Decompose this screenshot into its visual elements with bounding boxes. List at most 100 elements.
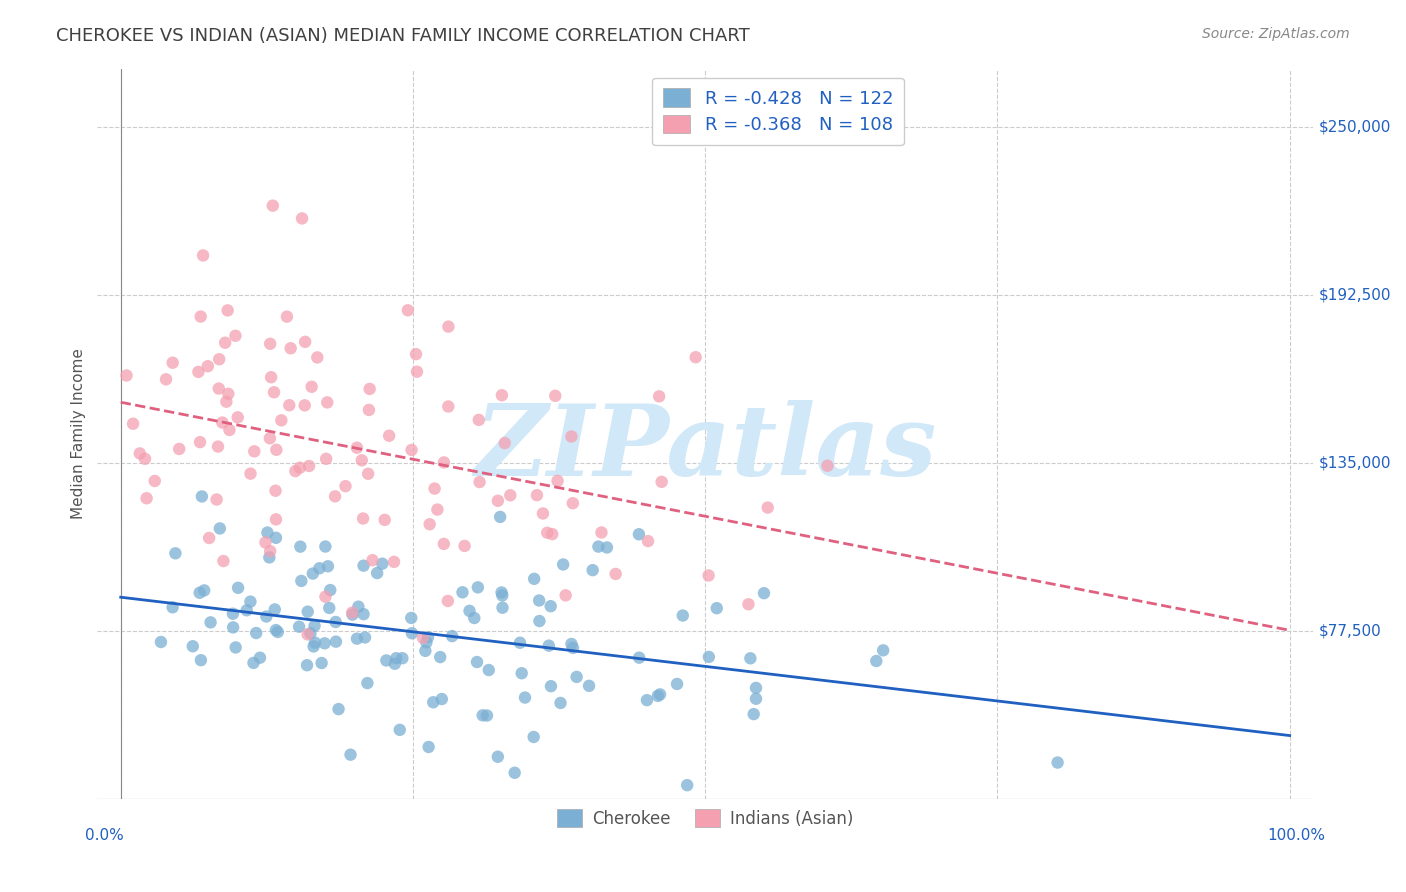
- Point: [301, 566, 323, 581]
- Text: $77,500: $77,500: [1319, 624, 1382, 639]
- Point: [550, 696, 572, 710]
- Point: [218, 423, 240, 437]
- Point: [366, 566, 388, 580]
- Point: [458, 604, 481, 618]
- Point: [187, 365, 209, 379]
- Point: [486, 493, 509, 508]
- Point: [437, 319, 460, 334]
- Point: [415, 635, 437, 649]
- Point: [503, 765, 526, 780]
- Point: [706, 601, 728, 615]
- Point: [591, 525, 613, 540]
- Point: [167, 442, 190, 456]
- Point: [553, 558, 575, 572]
- Point: [259, 431, 281, 445]
- Point: [401, 611, 423, 625]
- Point: [294, 334, 316, 349]
- Point: [239, 467, 262, 481]
- Point: [676, 778, 699, 792]
- Point: [817, 458, 839, 473]
- Point: [740, 651, 762, 665]
- Point: [211, 416, 233, 430]
- Point: [155, 372, 177, 386]
- Point: [468, 413, 491, 427]
- Point: [290, 574, 312, 588]
- Point: [537, 639, 560, 653]
- Point: [276, 310, 298, 324]
- Point: [536, 525, 558, 540]
- Point: [471, 708, 494, 723]
- Point: [198, 531, 221, 545]
- Point: [371, 557, 394, 571]
- Point: [135, 491, 157, 506]
- Point: [315, 451, 337, 466]
- Point: [249, 650, 271, 665]
- Point: [264, 531, 287, 545]
- Point: [636, 693, 658, 707]
- Point: [451, 585, 474, 599]
- Text: $192,500: $192,500: [1319, 287, 1392, 302]
- Point: [426, 502, 449, 516]
- Point: [208, 382, 231, 396]
- Point: [254, 609, 277, 624]
- Point: [648, 687, 671, 701]
- Point: [596, 541, 619, 555]
- Point: [340, 606, 363, 620]
- Point: [540, 599, 562, 614]
- Point: [560, 429, 582, 443]
- Point: [328, 702, 350, 716]
- Point: [547, 474, 569, 488]
- Point: [270, 413, 292, 427]
- Point: [468, 475, 491, 489]
- Point: [541, 527, 564, 541]
- Point: [412, 631, 434, 645]
- Point: [433, 537, 456, 551]
- Legend: Cherokee, Indians (Asian): Cherokee, Indians (Asian): [550, 803, 860, 834]
- Point: [489, 510, 512, 524]
- Point: [401, 626, 423, 640]
- Point: [486, 749, 509, 764]
- Point: [222, 607, 245, 621]
- Point: [122, 417, 145, 431]
- Point: [294, 398, 316, 412]
- Point: [422, 695, 444, 709]
- Point: [385, 651, 408, 665]
- Point: [284, 464, 307, 478]
- Point: [350, 453, 373, 467]
- Point: [319, 583, 342, 598]
- Y-axis label: Median Family Income: Median Family Income: [72, 348, 86, 519]
- Point: [259, 550, 281, 565]
- Point: [224, 328, 246, 343]
- Point: [207, 440, 229, 454]
- Point: [297, 605, 319, 619]
- Point: [441, 629, 464, 643]
- Point: [509, 636, 531, 650]
- Point: [1046, 756, 1069, 770]
- Point: [254, 535, 277, 549]
- Point: [527, 593, 550, 607]
- Point: [582, 563, 605, 577]
- Point: [263, 602, 285, 616]
- Point: [416, 630, 439, 644]
- Point: [190, 653, 212, 667]
- Point: [208, 352, 231, 367]
- Point: [346, 632, 368, 646]
- Point: [494, 436, 516, 450]
- Point: [437, 400, 460, 414]
- Point: [128, 446, 150, 460]
- Point: [295, 658, 318, 673]
- Text: ZIPatlas: ZIPatlas: [474, 400, 936, 497]
- Point: [339, 747, 361, 762]
- Text: $135,000: $135,000: [1319, 456, 1392, 470]
- Point: [165, 546, 187, 560]
- Point: [588, 540, 610, 554]
- Point: [259, 544, 281, 558]
- Point: [523, 730, 546, 744]
- Point: [437, 594, 460, 608]
- Point: [346, 441, 368, 455]
- Point: [222, 620, 245, 634]
- Point: [637, 534, 659, 549]
- Text: $250,000: $250,000: [1319, 120, 1392, 135]
- Point: [162, 356, 184, 370]
- Point: [405, 347, 427, 361]
